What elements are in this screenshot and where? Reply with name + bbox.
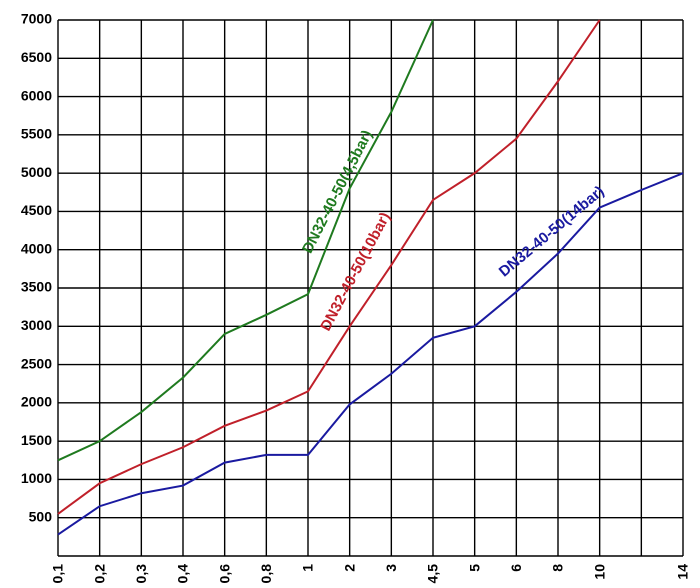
y-tick-label: 2500 [21, 355, 52, 371]
y-tick-label: 2000 [21, 394, 52, 410]
x-tick-label: 0,3 [133, 564, 149, 584]
y-tick-label: 1500 [21, 432, 52, 448]
x-tick-label: 5 [466, 564, 482, 572]
x-tick-label: 0,1 [50, 564, 66, 584]
y-tick-label: 1000 [21, 470, 52, 486]
x-tick-label: 0,4 [175, 564, 191, 584]
series-label: DN32-40-50(14bar) [496, 183, 608, 281]
x-tick-label: 14 [675, 564, 691, 580]
y-tick-label: 3500 [21, 279, 52, 295]
y-tick-label: 6500 [21, 49, 52, 65]
y-tick-label: 4000 [21, 240, 52, 256]
x-tick-label: 0,2 [91, 564, 107, 584]
y-tick-label: 5500 [21, 126, 52, 142]
series-line [57, 19, 601, 515]
x-tick-label: 0,6 [216, 564, 232, 584]
series-line [57, 19, 434, 462]
x-tick-label: 4,5 [425, 564, 441, 584]
x-tick-label: 3 [383, 564, 399, 572]
y-tick-label: 500 [29, 508, 53, 524]
series-label: DN32-40-50(10bar) [317, 210, 394, 334]
x-tick-label: 0,8 [258, 564, 274, 584]
y-tick-label: 7000 [21, 11, 52, 27]
series-line [57, 172, 684, 536]
y-tick-label: 5000 [21, 164, 52, 180]
x-tick-label: 1 [300, 564, 316, 572]
y-tick-label: 6000 [21, 87, 52, 103]
x-tick-label: 8 [550, 564, 566, 572]
y-tick-label: 4500 [21, 202, 52, 218]
x-tick-label: 2 [341, 564, 357, 572]
y-tick-label: 3000 [21, 317, 52, 333]
x-tick-label: 6 [508, 564, 524, 572]
x-tick-label: 10 [591, 564, 607, 580]
